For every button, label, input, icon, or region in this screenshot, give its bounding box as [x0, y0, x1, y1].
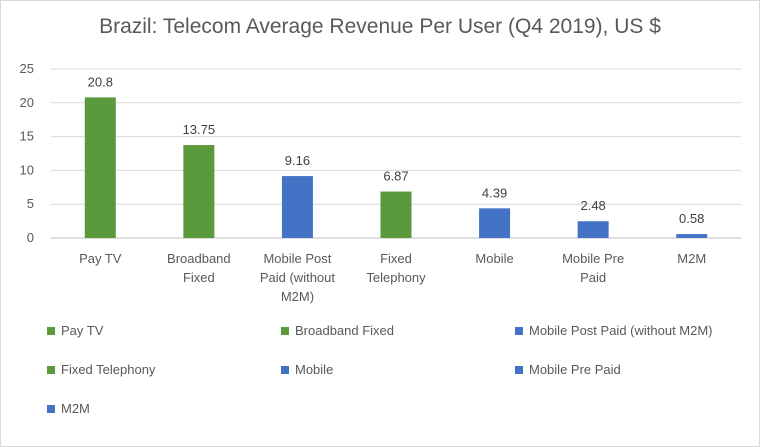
legend-swatch	[281, 365, 289, 374]
y-tick-label: 25	[20, 61, 34, 76]
legend-label: Mobile	[295, 362, 334, 377]
y-tick-label: 10	[20, 162, 34, 177]
x-tick-label: Pay TV	[79, 251, 122, 266]
legend-label: Pay TV	[61, 323, 104, 338]
data-label: 6.87	[383, 169, 408, 184]
x-tick-label: Fixed Telephony	[366, 251, 426, 285]
chart-title: Brazil: Telecom Average Revenue Per User…	[99, 15, 661, 38]
legend-swatch	[515, 365, 523, 374]
bar	[577, 221, 609, 238]
x-tick-label: M2M	[677, 251, 706, 266]
data-label: 13.75	[183, 122, 216, 137]
bar	[676, 234, 708, 238]
legend-item: Mobile	[281, 362, 333, 377]
y-tick-label: 5	[27, 196, 34, 211]
x-tick-label: Mobile Post Paid (without M2M)	[260, 251, 336, 304]
legend-label: Mobile Post Paid (without M2M)	[529, 323, 713, 338]
x-tick-label: Broadband Fixed	[167, 251, 231, 285]
legend-swatch	[281, 326, 289, 335]
y-tick-label: 20	[20, 95, 34, 110]
y-tick-label: 0	[27, 230, 34, 245]
x-tick-label: Mobile	[475, 251, 513, 266]
bar	[281, 176, 313, 238]
data-label: 9.16	[285, 153, 310, 168]
bar	[380, 191, 412, 238]
bar	[479, 208, 511, 238]
legend-swatch	[47, 365, 55, 374]
data-label: 0.58	[679, 211, 704, 226]
bar	[84, 97, 116, 238]
legend-item: Mobile Pre Paid	[515, 362, 621, 377]
x-tick-label: Mobile Pre Paid	[562, 251, 624, 285]
legend-label: Fixed Telephony	[61, 362, 156, 377]
legend-item: M2M	[47, 401, 90, 416]
legend-label: Broadband Fixed	[295, 323, 395, 338]
legend-label: M2M	[61, 401, 90, 416]
data-label: 4.39	[482, 185, 507, 200]
bar	[183, 145, 215, 238]
legend-item: Broadband Fixed	[281, 323, 394, 338]
data-label: 2.48	[580, 198, 605, 213]
legend-swatch	[47, 404, 55, 413]
y-tick-label: 15	[20, 129, 34, 144]
legend-swatch	[47, 326, 55, 335]
data-label: 20.8	[88, 74, 113, 89]
legend-label: Mobile Pre Paid	[529, 362, 621, 377]
legend-item: Mobile Post Paid (without M2M)	[515, 323, 713, 338]
legend-item: Fixed Telephony	[47, 362, 155, 377]
legend-item: Pay TV	[47, 323, 103, 338]
legend-swatch	[515, 326, 523, 335]
